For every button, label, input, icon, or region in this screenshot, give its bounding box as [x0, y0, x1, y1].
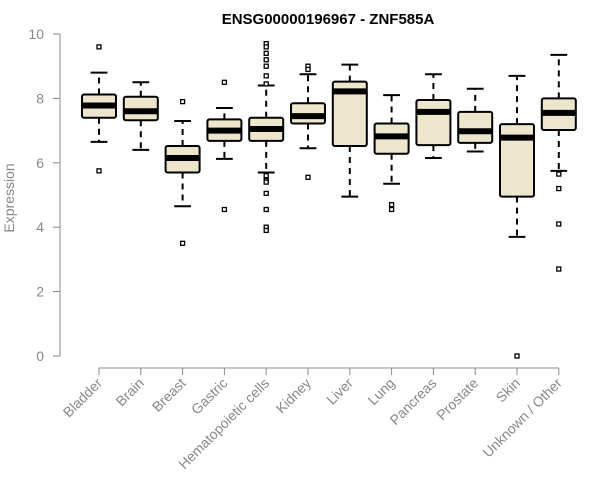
box-liver — [331, 63, 368, 198]
outlier-point — [263, 173, 269, 179]
y-tick-label: 6 — [36, 155, 44, 171]
x-tick-label: Liver — [323, 375, 356, 408]
box-body — [415, 99, 452, 147]
outlier-point — [263, 81, 269, 87]
y-tick-label: 8 — [36, 90, 44, 106]
y-tick-label: 0 — [36, 348, 44, 364]
outlier-point — [263, 73, 269, 79]
box-gastric — [206, 79, 243, 213]
outlier-point — [388, 206, 395, 213]
outlier-point — [388, 202, 395, 208]
outlier-point — [556, 185, 562, 192]
box-lung — [373, 94, 410, 213]
x-tick-label: Lung — [364, 375, 397, 408]
box-pancreas — [415, 73, 452, 159]
box-body — [499, 123, 535, 198]
box-prostate — [457, 87, 494, 153]
outlier-point — [263, 227, 269, 234]
outlier-point — [96, 44, 102, 50]
outlier-point — [263, 190, 269, 197]
box-bladder — [81, 44, 117, 174]
box-body — [457, 110, 494, 144]
outlier-point — [221, 79, 228, 85]
x-tick-label: Prostate — [433, 375, 481, 423]
outlier-point — [96, 168, 102, 174]
box-unknown-other — [540, 53, 577, 272]
box-brain — [122, 81, 159, 151]
outlier-point — [263, 57, 269, 63]
x-tick-label: Brain — [112, 375, 146, 409]
y-tick-label: 10 — [28, 26, 44, 42]
x-tick-label: Bladder — [60, 375, 106, 421]
x-tick-label: Skin — [493, 375, 524, 406]
outlier-point — [263, 50, 269, 56]
outlier-point — [556, 266, 562, 272]
x-tick-label: Breast — [149, 375, 189, 415]
outlier-point — [263, 63, 269, 69]
outlier-point — [305, 66, 311, 73]
outlier-point — [263, 206, 269, 213]
x-tick-label: Unknown / Other — [479, 375, 565, 461]
y-axis-label: Expression — [1, 163, 17, 232]
outlier-point — [556, 171, 562, 177]
outlier-point — [514, 353, 520, 359]
outlier-point — [556, 221, 562, 227]
outlier-point — [179, 240, 186, 246]
outlier-point — [263, 179, 269, 185]
box-skin — [499, 74, 535, 359]
y-tick-label: 4 — [36, 219, 44, 235]
outlier-point — [221, 206, 228, 213]
box-series — [81, 41, 577, 359]
y-axis: 0 2 4 6 8 10 — [28, 26, 61, 364]
outlier-point — [179, 98, 186, 105]
box-hematopoietic-cells — [248, 41, 285, 234]
chart-title: ENSG00000196967 - ZNF585A — [222, 11, 435, 28]
box-body — [331, 80, 368, 148]
y-tick-label: 2 — [36, 284, 44, 300]
outlier-point — [263, 44, 269, 50]
box-kidney — [290, 63, 326, 180]
box-breast — [164, 98, 201, 246]
outlier-point — [305, 174, 311, 180]
x-tick-label: Kidney — [273, 375, 315, 417]
